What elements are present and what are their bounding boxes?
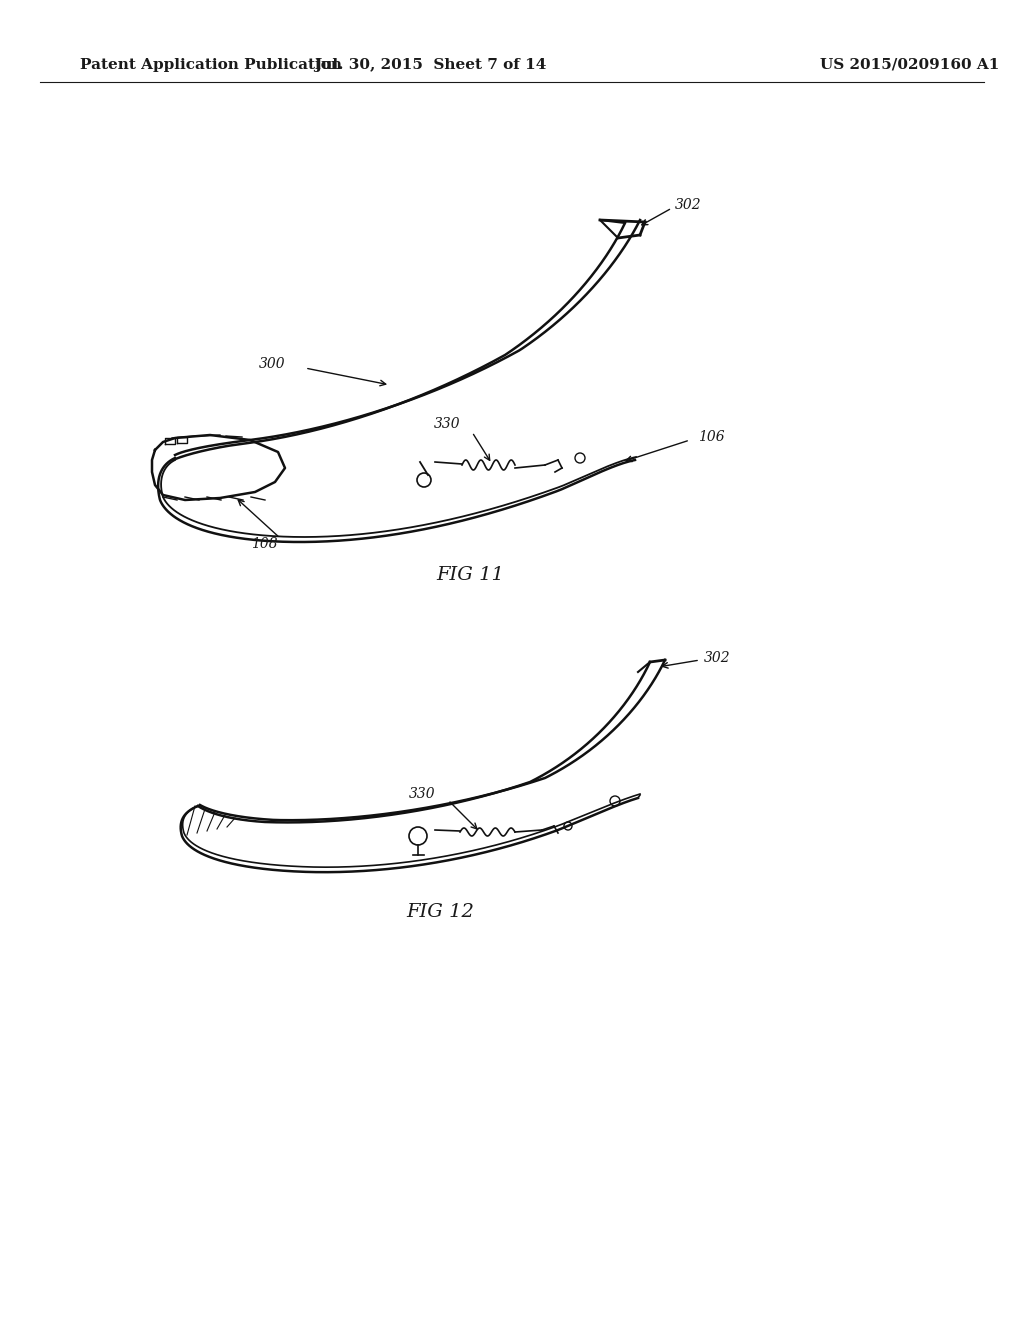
Text: 108: 108	[251, 537, 278, 550]
Circle shape	[610, 796, 620, 807]
Circle shape	[417, 473, 431, 487]
Text: 330: 330	[433, 417, 460, 432]
Text: 300: 300	[258, 356, 285, 371]
Circle shape	[575, 453, 585, 463]
Text: Jul. 30, 2015  Sheet 7 of 14: Jul. 30, 2015 Sheet 7 of 14	[313, 58, 546, 73]
Text: FIG 11: FIG 11	[436, 566, 504, 583]
Circle shape	[409, 828, 427, 845]
Text: Patent Application Publication: Patent Application Publication	[80, 58, 342, 73]
Circle shape	[564, 822, 572, 830]
Text: 106: 106	[698, 430, 725, 444]
Text: FIG 12: FIG 12	[407, 903, 474, 921]
Text: 302: 302	[705, 651, 731, 665]
Text: 330: 330	[409, 787, 435, 801]
Text: US 2015/0209160 A1: US 2015/0209160 A1	[820, 58, 999, 73]
Text: 302: 302	[675, 198, 701, 213]
